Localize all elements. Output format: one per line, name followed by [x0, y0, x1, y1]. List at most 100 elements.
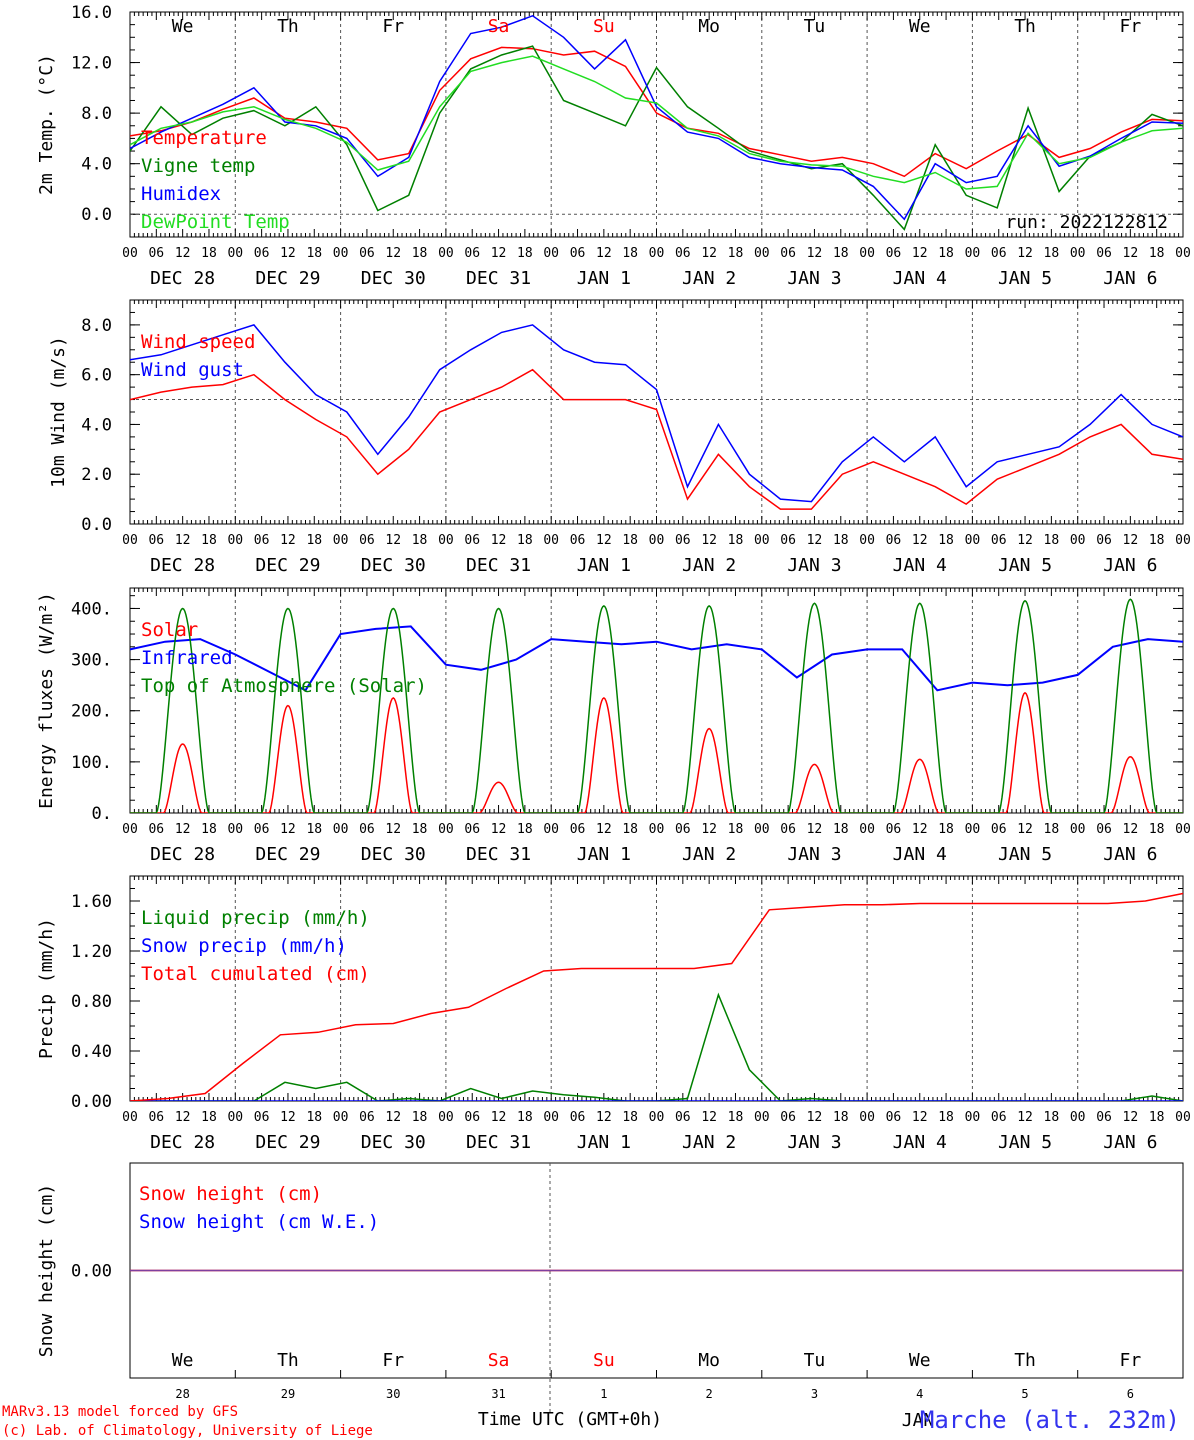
hour-label: 06: [464, 533, 480, 548]
hour-label: 00: [859, 246, 875, 261]
hour-label: 00: [1175, 822, 1191, 837]
y-tick-label: 0.00: [71, 1092, 112, 1112]
legend-entry: Vigne temp: [141, 155, 255, 177]
hour-label: 06: [359, 246, 375, 261]
day-number-label: 30: [386, 1387, 400, 1401]
day-number-label: 3: [811, 1387, 818, 1401]
series-line-wind-gust: [130, 324, 1183, 503]
hour-label: 00: [1175, 1110, 1191, 1125]
hour-label: 00: [1070, 533, 1086, 548]
hour-label: 00: [649, 1110, 665, 1125]
hour-label: 18: [1149, 533, 1165, 548]
weekday-label: Fr: [382, 1350, 404, 1371]
hour-label: 18: [1044, 1110, 1060, 1125]
date-label: DEC 28: [150, 555, 215, 576]
hour-label: 00: [754, 822, 770, 837]
hour-label: 12: [280, 246, 296, 261]
hour-label: 12: [491, 1110, 507, 1125]
series-line-liquid-precip-mm-h-: [130, 992, 1183, 1101]
y-tick-label: 0.40: [71, 1042, 112, 1062]
date-label: JAN 1: [577, 1132, 631, 1153]
hour-label: 18: [517, 822, 533, 837]
hour-label: 06: [780, 246, 796, 261]
hour-label: 18: [622, 822, 638, 837]
hour-label: 00: [543, 1110, 559, 1125]
date-label: JAN 3: [787, 1132, 841, 1153]
hour-label: 12: [491, 822, 507, 837]
date-label: DEC 31: [466, 268, 531, 289]
hour-label: 12: [807, 533, 823, 548]
hour-label: 18: [622, 533, 638, 548]
y-tick-label: 400.: [71, 599, 112, 619]
y-axis-label: Precip (mm/h): [36, 918, 57, 1059]
hour-label: 06: [991, 1110, 1007, 1125]
hour-label: 18: [1044, 822, 1060, 837]
hour-label: 18: [412, 533, 428, 548]
legend-entry: Snow height (cm W.E.): [139, 1211, 379, 1233]
hour-label: 12: [280, 822, 296, 837]
hour-label: 00: [649, 822, 665, 837]
weekday-label: We: [172, 16, 194, 37]
legend-entry: Temperature: [141, 127, 267, 149]
hour-label: 06: [359, 822, 375, 837]
series-line-solar: [130, 691, 1183, 813]
hour-label: 18: [938, 246, 954, 261]
y-tick-label: 16.0: [71, 3, 112, 23]
hour-label: 06: [464, 246, 480, 261]
hour-label: 18: [306, 533, 322, 548]
date-label: JAN 4: [893, 268, 947, 289]
y-axis-label: Snow height (cm): [36, 1184, 57, 1357]
hour-label: 06: [1096, 1110, 1112, 1125]
legend-entry: Wind gust: [141, 359, 244, 381]
hour-label: 12: [596, 822, 612, 837]
date-label: JAN 6: [1103, 844, 1157, 865]
hour-label: 06: [254, 533, 270, 548]
date-label: JAN 2: [682, 268, 736, 289]
panel-wind: [129, 299, 1184, 525]
hour-label: 06: [464, 1110, 480, 1125]
date-label: JAN 5: [998, 1132, 1052, 1153]
day-number-label: 5: [1021, 1387, 1028, 1401]
day-number-label: 28: [175, 1387, 189, 1401]
legend-entry: Solar: [141, 619, 198, 641]
text-layer: 00 06 12 18 DEC 28 00 06 12 18 DEC 29 00 06 12 18 DEC …: [36, 3, 1191, 1401]
legend-entry: Wind speed: [141, 331, 255, 353]
series-line-vigne-temp: [130, 45, 1183, 231]
y-tick-label: 6.0: [81, 366, 112, 386]
hour-label: 12: [491, 533, 507, 548]
hour-label: 00: [1175, 533, 1191, 548]
hour-label: 00: [122, 1110, 138, 1125]
y-tick-label: 300.: [71, 651, 112, 671]
hour-label: 00: [227, 533, 243, 548]
time-axis-label: Time UTC (GMT+0h): [478, 1409, 662, 1430]
hour-label: 00: [965, 822, 981, 837]
date-label: JAN 1: [577, 555, 631, 576]
hour-label: 18: [833, 822, 849, 837]
credit-line-2: (c) Lab. of Climatology, University of L…: [2, 1423, 373, 1439]
hour-label: 00: [227, 246, 243, 261]
day-number-label: 6: [1127, 1387, 1134, 1401]
hour-label: 12: [175, 246, 191, 261]
weekday-label: Su: [593, 16, 615, 37]
hour-label: 18: [833, 533, 849, 548]
date-label: JAN 1: [577, 268, 631, 289]
hour-label: 00: [965, 246, 981, 261]
hour-label: 00: [227, 822, 243, 837]
hour-label: 18: [201, 533, 217, 548]
y-tick-label: 0.80: [71, 992, 112, 1012]
hour-label: 12: [1017, 1110, 1033, 1125]
hour-label: 18: [938, 1110, 954, 1125]
weekday-label: Mo: [698, 16, 720, 37]
hour-label: 18: [622, 1110, 638, 1125]
date-label: JAN 2: [682, 555, 736, 576]
y-tick-label: 1.20: [71, 942, 112, 962]
hour-label: 12: [701, 533, 717, 548]
hour-label: 12: [596, 533, 612, 548]
legend-entry: Liquid precip (mm/h): [141, 907, 370, 929]
hour-label: 06: [359, 1110, 375, 1125]
date-label: DEC 29: [255, 268, 320, 289]
hour-label: 06: [780, 533, 796, 548]
hour-label: 18: [728, 533, 744, 548]
y-tick-label: 4.0: [81, 415, 112, 435]
hour-label: 18: [833, 1110, 849, 1125]
